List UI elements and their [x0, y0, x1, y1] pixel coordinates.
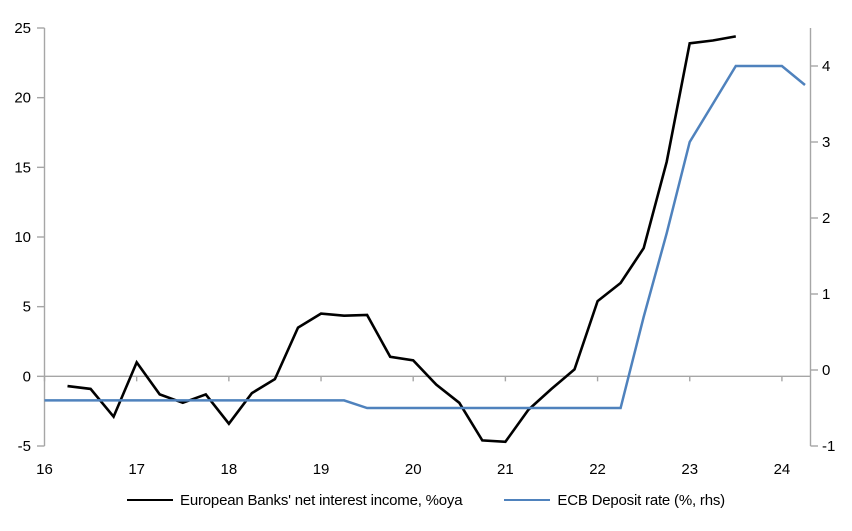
- right-axis-tick-label: 3: [822, 134, 830, 151]
- x-axis-tick-label: 16: [36, 461, 53, 478]
- left-axis-tick-label: 20: [14, 90, 31, 107]
- right-axis-tick-label: 0: [822, 362, 830, 379]
- left-axis-tick-label: 15: [14, 159, 31, 176]
- left-axis-tick-label: 10: [14, 229, 31, 246]
- legend-label-nii: European Banks' net interest income, %oy…: [180, 491, 463, 509]
- right-axis-tick-label: 4: [822, 58, 830, 75]
- x-axis-tick-label: 23: [681, 461, 698, 478]
- left-axis-tick-label: 25: [14, 20, 31, 37]
- left-axis-tick-label: -5: [18, 438, 31, 455]
- right-axis-tick-label: -1: [822, 438, 835, 455]
- chart-legend: European Banks' net interest income, %oy…: [0, 489, 852, 511]
- ecb-line-swatch: [504, 499, 551, 501]
- x-axis-tick-label: 19: [313, 461, 330, 478]
- left-axis-tick-label: 5: [23, 299, 31, 316]
- x-axis-tick-label: 20: [405, 461, 422, 478]
- right-axis-tick-label: 1: [822, 286, 830, 303]
- x-axis-tick-label: 24: [774, 461, 791, 478]
- right-axis-tick-label: 2: [822, 210, 830, 227]
- series-line-ecb-deposit-rate: [44, 64, 806, 410]
- legend-entry-nii: European Banks' net interest income, %oy…: [127, 491, 463, 509]
- nii-line-swatch: [127, 499, 174, 501]
- legend-label-ecb: ECB Deposit rate (%, rhs): [557, 491, 725, 509]
- left-axis-tick-label: 0: [23, 368, 31, 385]
- legend-entry-ecb: ECB Deposit rate (%, rhs): [504, 492, 725, 509]
- x-axis-tick-label: 22: [589, 461, 606, 478]
- series-line-nii: [67, 35, 737, 444]
- x-axis-tick-label: 17: [128, 461, 145, 478]
- x-axis-tick-label: 18: [221, 461, 238, 478]
- x-axis-tick-label: 21: [497, 461, 514, 478]
